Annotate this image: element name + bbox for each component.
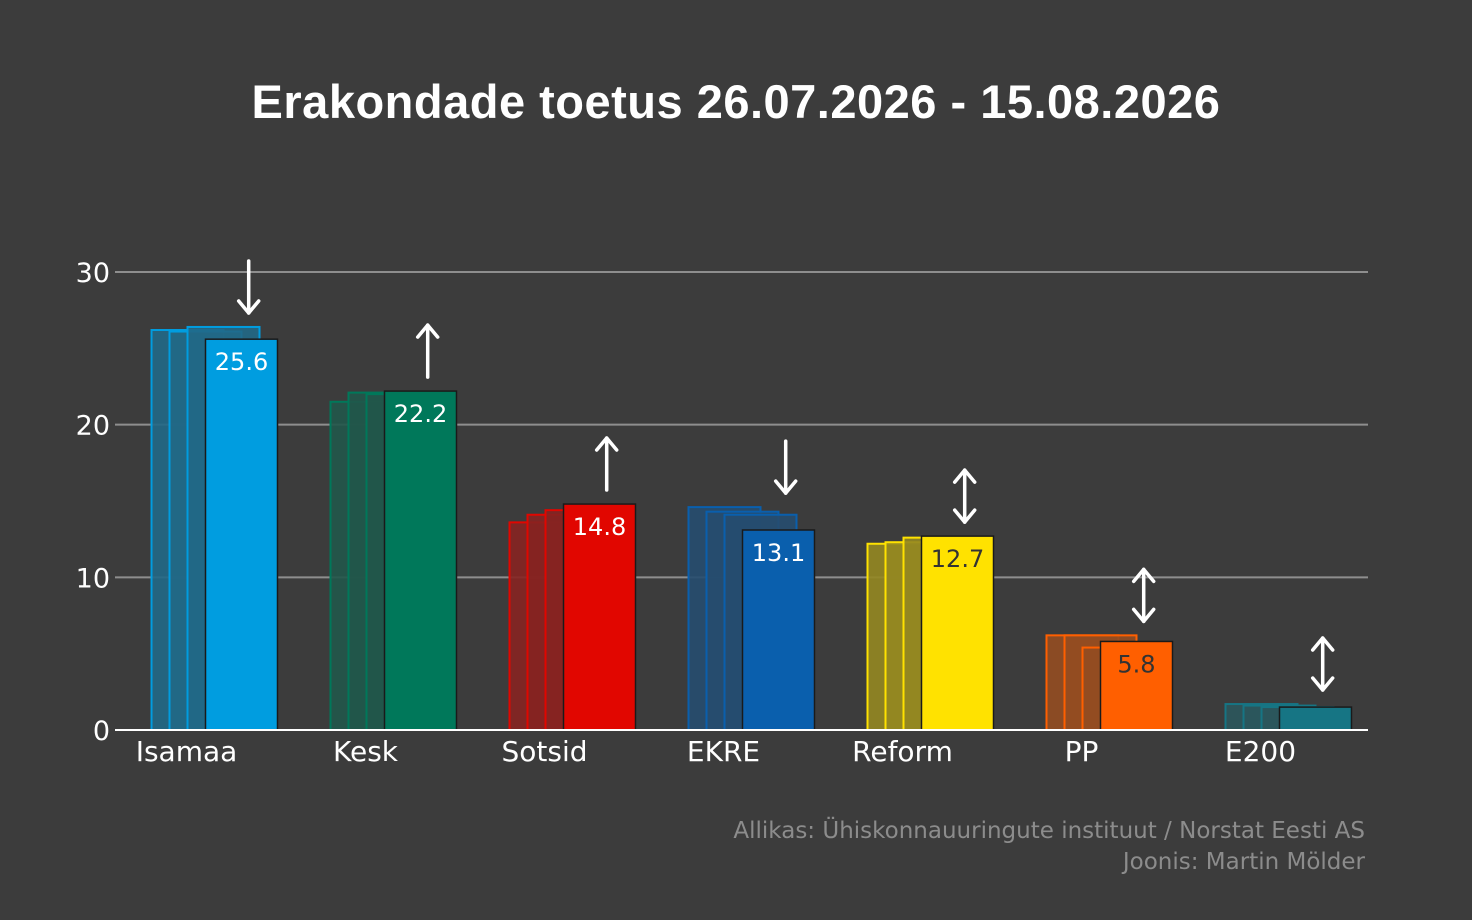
x-tick-label: EKRE <box>687 735 760 768</box>
x-tick-label: Sotsid <box>501 735 587 768</box>
chart-title: Erakondade toetus 26.07.2026 - 15.08.202… <box>251 75 1221 128</box>
y-tick-label: 10 <box>76 563 110 594</box>
arrow-both-icon <box>952 468 977 524</box>
bar-group-isamaa: 25.6 <box>150 325 279 731</box>
y-tick-label: 20 <box>76 411 110 442</box>
y-tick-label: 30 <box>76 258 110 289</box>
data-label: 25.6 <box>215 348 268 376</box>
data-label: 13.1 <box>752 539 805 567</box>
x-tick-label: Kesk <box>333 735 399 768</box>
trend-arrows <box>236 259 1335 692</box>
x-tick-label: PP <box>1065 735 1099 768</box>
bar <box>204 338 279 731</box>
bar <box>741 529 816 731</box>
bar-group-ekre: 13.1 <box>687 506 816 732</box>
bar-group-sotsid: 14.8 <box>508 503 637 732</box>
arrow-head <box>1131 607 1156 624</box>
x-tick-label: Reform <box>852 735 953 768</box>
bars: 25.6 22.2 14.8 13.1 12.7 5.8 <box>150 325 1353 732</box>
author-line: Joonis: Martin Mölder <box>1122 849 1365 875</box>
y-tick-label: 0 <box>93 716 110 747</box>
bar <box>383 390 458 731</box>
bar <box>1099 640 1174 731</box>
bar-group-pp: 5.8 <box>1045 634 1174 732</box>
arrow-up-icon <box>415 323 440 379</box>
data-label: 12.7 <box>931 545 984 573</box>
source-line: Allikas: Ühiskonnauuringute instituut / … <box>733 818 1365 844</box>
arrow-head <box>952 508 977 524</box>
x-tick-label: Isamaa <box>136 735 238 768</box>
arrow-head <box>594 436 619 452</box>
bar <box>920 535 995 731</box>
arrow-both-icon <box>1310 636 1335 692</box>
arrow-both-icon <box>1131 567 1156 624</box>
arrow-head <box>1310 636 1335 652</box>
axes: 0 10 20 30 Isamaa Kesk Sotsid EKRE Reform PP E200 <box>76 258 1368 768</box>
arrow-head <box>1131 567 1156 584</box>
bar <box>562 503 637 731</box>
bar-group-e200 <box>1224 703 1353 732</box>
bar <box>1278 706 1353 731</box>
bar-group-kesk: 22.2 <box>329 390 458 731</box>
arrow-up-icon <box>594 436 619 492</box>
arrow-head <box>952 468 977 484</box>
data-label: 5.8 <box>1117 650 1155 678</box>
data-label: 22.2 <box>394 400 447 428</box>
arrow-head <box>236 299 261 315</box>
arrow-head <box>1310 676 1335 692</box>
arrow-head <box>415 323 440 339</box>
arrow-down-icon <box>773 439 798 495</box>
arrow-head <box>773 479 798 495</box>
arrow-down-icon <box>236 259 261 315</box>
source-note: Allikas: Ühiskonnauuringute instituut / … <box>733 816 1365 878</box>
data-label: 14.8 <box>573 513 626 541</box>
x-tick-label: E200 <box>1225 735 1296 768</box>
bar-group-reform: 12.7 <box>866 535 995 732</box>
